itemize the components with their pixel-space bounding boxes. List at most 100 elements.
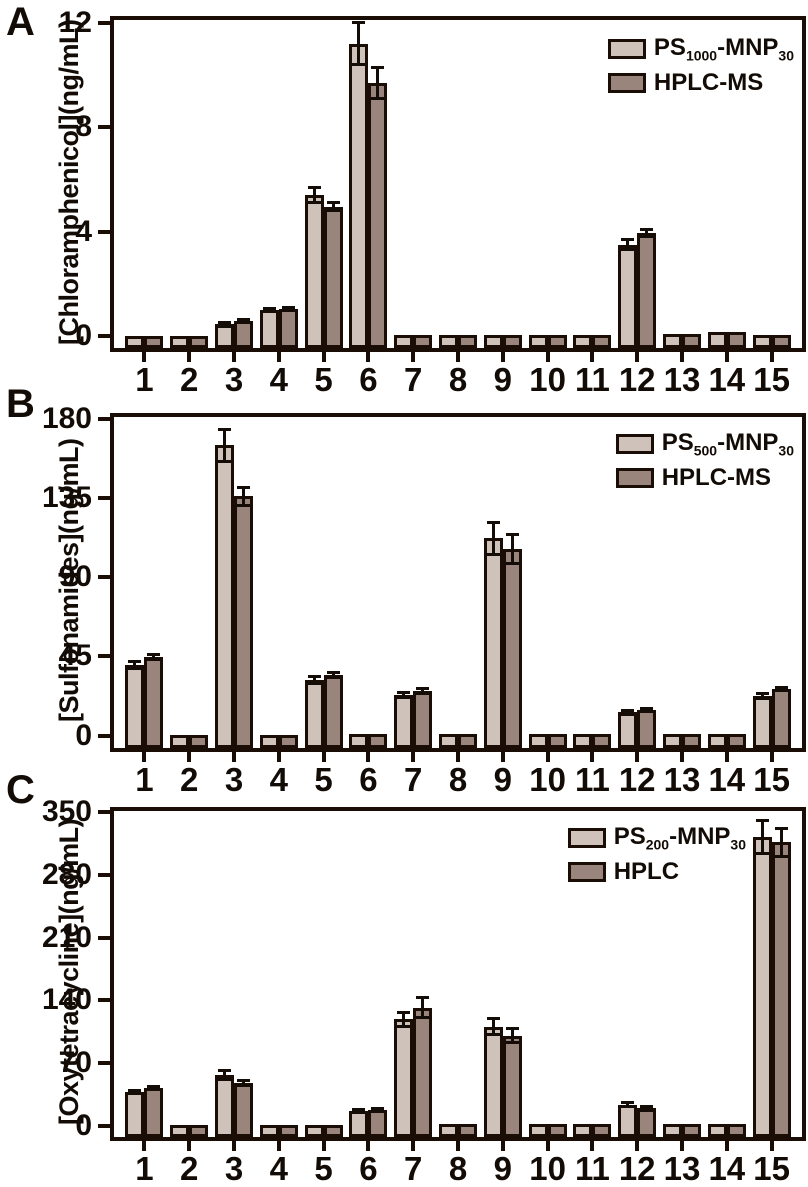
error-bar-cap <box>307 201 321 205</box>
x-tick-label: 9 <box>493 1150 512 1187</box>
y-tick-label: 0 <box>75 319 92 353</box>
legend-item-dark: HPLC-MS <box>607 69 794 97</box>
error-bar <box>242 487 245 506</box>
bar-b2-light <box>170 735 190 748</box>
bar-b5-light <box>304 680 324 748</box>
y-tick-label: 45 <box>58 639 92 673</box>
y-tick-label: 70 <box>58 1046 92 1080</box>
error-bar <box>421 688 425 694</box>
x-tick-label: 11 <box>574 361 610 398</box>
error-bar-cap <box>371 1107 385 1111</box>
y-tick-label: 135 <box>41 480 92 514</box>
x-tick-label: 11 <box>574 761 610 798</box>
x-tick <box>411 752 416 762</box>
x-tick <box>321 1141 326 1151</box>
bar-b4-light <box>259 735 279 748</box>
x-tick-label: 1 <box>135 361 154 398</box>
x-tick-label: 15 <box>753 761 790 798</box>
bar-b14-light <box>707 734 727 748</box>
error-bar-cap <box>774 855 788 859</box>
legend-item-dark: HPLC <box>567 858 746 886</box>
error-bar-cap <box>640 1104 654 1108</box>
bar-c7-dark <box>413 1007 433 1137</box>
bar-c6-dark <box>368 1110 388 1137</box>
error-bar <box>760 820 764 854</box>
x-tick-label: 14 <box>708 361 746 398</box>
error-bar-cap <box>755 696 769 700</box>
bar-a10-light <box>528 334 548 348</box>
x-tick <box>635 752 640 762</box>
x-tick-label: 11 <box>574 1150 610 1187</box>
x-tick-label: 15 <box>753 361 790 398</box>
plot-area-b: 0 45 90 135 180 1 2 3 4 5 6 7 8 9 10 11 12 13 14 15 PS500-MN… <box>42 402 806 797</box>
bar-a10-dark <box>547 334 567 348</box>
x-tick-label: 6 <box>359 761 378 798</box>
legend-label: HPLC-MS <box>661 464 772 492</box>
y-tick-label: 350 <box>41 794 92 828</box>
x-tick-label: 12 <box>618 761 656 798</box>
error-bar <box>357 22 361 65</box>
x-tick <box>500 352 505 362</box>
error-bar-cap <box>640 706 654 710</box>
legend-label: HPLC-MS <box>653 69 764 97</box>
error-bar-cap <box>281 308 295 312</box>
error-bar-cap <box>640 235 654 239</box>
bar-a1-light <box>125 336 145 348</box>
error-bar-cap <box>307 675 321 679</box>
x-tick-label: 14 <box>708 761 746 798</box>
legend-item-light: PS1000-MNP30 <box>607 36 794 62</box>
x-tick-label: 3 <box>224 1150 244 1187</box>
x-tick <box>724 352 729 362</box>
error-bar <box>510 534 514 564</box>
bar-a11-light <box>573 334 593 348</box>
x-tick <box>276 1141 281 1151</box>
error-bar-cap <box>262 307 276 311</box>
bar-c4-light <box>259 1125 279 1137</box>
x-tick-label: 12 <box>618 361 656 398</box>
x-tick <box>456 752 460 762</box>
error-bar <box>626 710 630 714</box>
bar-a6-dark <box>368 82 388 348</box>
bar-c10-light <box>528 1124 548 1137</box>
error-bar <box>402 692 406 698</box>
error-bar-cap <box>352 21 366 25</box>
y-tick-label: 12 <box>58 5 92 39</box>
error-bar-cap <box>621 1104 635 1108</box>
bar-a13-dark <box>682 333 701 348</box>
x-tick-label: 8 <box>448 761 468 798</box>
bar-b6-dark <box>368 733 388 748</box>
bar-b12-light <box>618 712 638 748</box>
x-tick <box>456 352 460 362</box>
error-bar <box>779 828 783 857</box>
x-tick-label: 8 <box>448 361 468 398</box>
chart-panel-b: [Sulfonamides](ng/mL) 0 45 90 135 180 1 2 3 4 5 6 7… <box>0 392 808 797</box>
error-bar <box>312 187 316 203</box>
bar-a15-light <box>752 334 772 348</box>
error-bar <box>331 202 335 211</box>
y-tick-label: 210 <box>41 920 92 954</box>
bar-a9-light <box>483 334 503 348</box>
legend-swatch-dark <box>615 468 654 489</box>
x-tick <box>769 752 774 762</box>
bar-b10-light <box>528 734 548 748</box>
y-tick <box>98 935 110 940</box>
bar-b7-light <box>394 695 414 748</box>
error-bar-cap <box>262 310 276 314</box>
legend-label: HPLC <box>613 858 680 886</box>
chart-panel-c: [Oxytetracycline](ng/mL) 0 70 140 210 280 350… <box>0 778 808 1186</box>
bar-b2-dark <box>189 735 209 748</box>
error-bar-cap <box>486 1033 500 1037</box>
error-bar-cap <box>397 1010 411 1014</box>
error-bar-cap <box>397 1025 411 1029</box>
legend-label: PS200-MNP30 <box>613 823 746 853</box>
bar-c5-dark <box>323 1125 343 1137</box>
legend-item-dark: HPLC-MS <box>615 464 794 492</box>
x-tick <box>680 1141 684 1151</box>
y-tick <box>98 125 110 130</box>
bar-c12-light <box>618 1104 638 1137</box>
x-tick <box>590 1141 595 1151</box>
legend-item-light: PS200-MNP30 <box>567 823 746 853</box>
error-bar-cap <box>640 227 654 231</box>
y-tick-label: 280 <box>41 857 92 891</box>
error-bar-cap <box>416 691 430 695</box>
